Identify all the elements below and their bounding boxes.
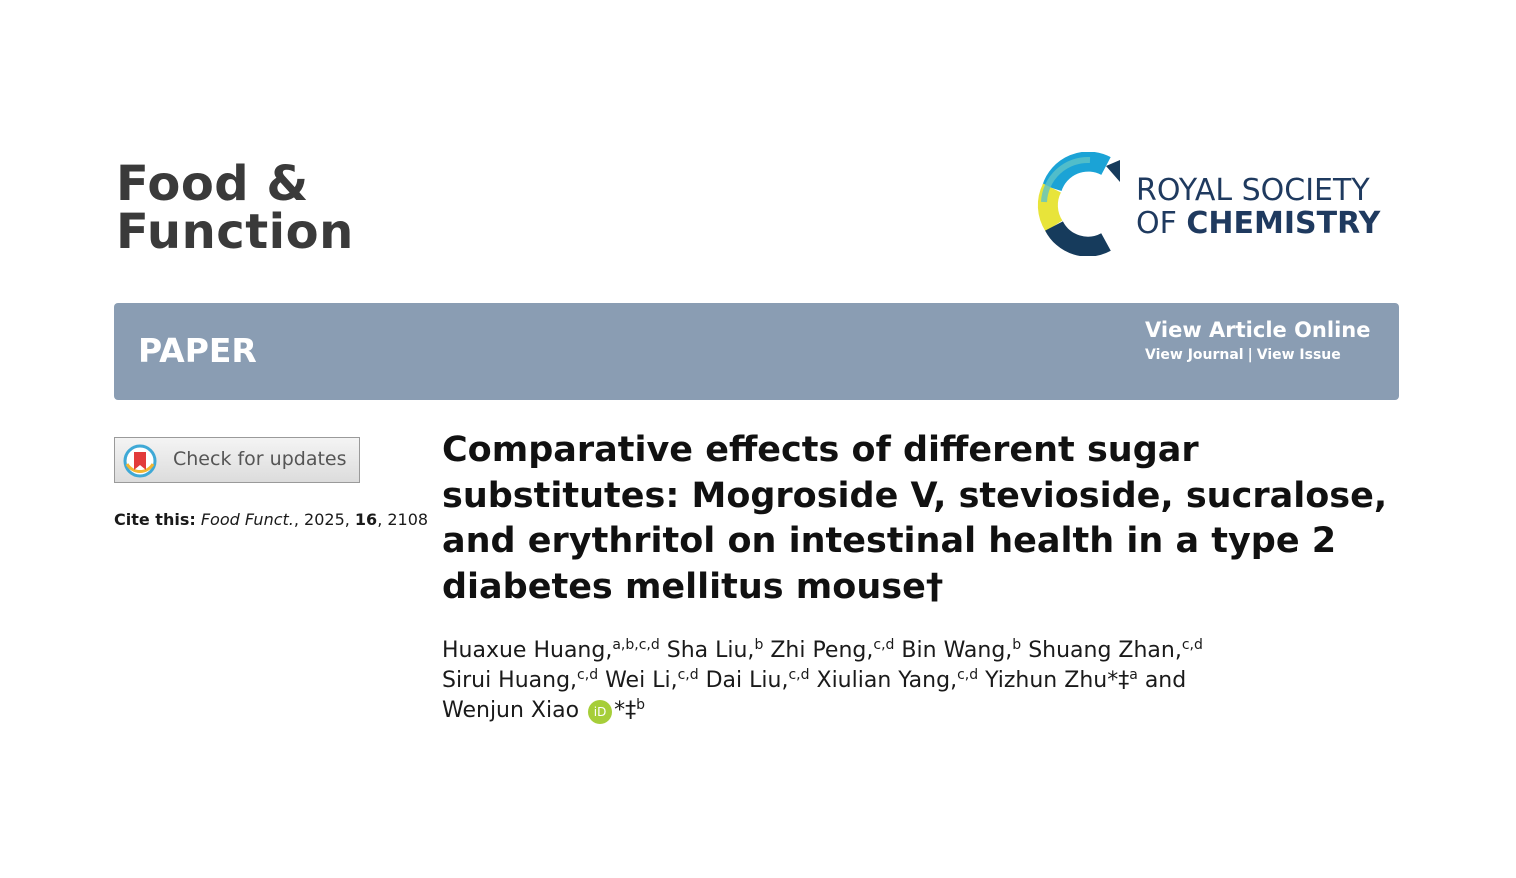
author-affiliation: b	[636, 697, 645, 713]
author-affiliation: c,d	[577, 667, 599, 683]
journal-title: Food & Function	[116, 160, 354, 256]
author-name: Shuang Zhan,	[1028, 638, 1182, 663]
author: Sha Liu,b	[667, 638, 764, 663]
rsc-logo-icon	[1037, 152, 1120, 256]
journal-title-line-1: Food &	[116, 156, 309, 212]
author: Huaxue Huang,a,b,c,d	[442, 638, 660, 663]
view-article-online-link[interactable]: View Article Online	[1145, 318, 1371, 342]
author-name: Huaxue Huang,	[442, 638, 613, 663]
author-name: Sha Liu,	[666, 638, 755, 663]
article-type-banner: PAPER View Article Online View Journal | V…	[114, 303, 1399, 400]
author-name: Zhi Peng,	[770, 638, 874, 663]
cite-page: , 2108	[377, 510, 429, 529]
author-name: Dai Liu,	[705, 668, 789, 693]
bookmark-icon	[123, 444, 157, 478]
journal-issue-links: View Journal | View Issue	[1145, 347, 1370, 363]
author-name: Wenjun Xiao	[442, 698, 580, 723]
cite-year: , 2025,	[293, 510, 355, 529]
author-name: Yizhun Zhu*‡	[985, 668, 1130, 693]
cite-volume: 16	[354, 510, 378, 529]
author-affiliation: b	[1012, 637, 1022, 653]
author-name: Wei Li,	[605, 668, 678, 693]
author: Xiulian Yang,c,d	[817, 668, 979, 693]
author-list: Huaxue Huang,a,b,c,d Sha Liu,b Zhi Peng,…	[442, 636, 1262, 726]
publisher-logo[interactable]: ROYAL SOCIETY OF CHEMISTRY	[1036, 152, 1400, 256]
view-issue-link[interactable]: View Issue	[1256, 347, 1341, 363]
author: Bin Wang,b	[901, 638, 1021, 663]
citation: Cite this: Food Funct., 2025, 16, 2108	[114, 510, 428, 529]
author-affiliation: c,d	[1181, 637, 1203, 653]
author: Wenjun Xiao iD *‡b	[442, 697, 645, 724]
author: Yizhun Zhu*‡a	[985, 668, 1138, 693]
author-name: Xiulian Yang,	[816, 668, 958, 693]
cite-label: Cite this:	[114, 510, 196, 529]
author: Wei Li,c,d	[605, 668, 699, 693]
author-marks: *‡	[614, 698, 637, 723]
publisher-name: ROYAL SOCIETY OF CHEMISTRY	[1136, 174, 1380, 240]
author: Zhi Peng,c,d	[770, 638, 894, 663]
author-affiliation: a	[1129, 667, 1138, 683]
article-links: View Article Online View Journal | View Is…	[1145, 318, 1370, 363]
author: and	[1145, 668, 1186, 693]
author-affiliation: c,d	[788, 667, 810, 683]
author-affiliation: b	[754, 637, 764, 653]
author-affiliation: c,d	[957, 667, 979, 683]
author-affiliation: a,b,c,d	[612, 637, 660, 653]
view-journal-link[interactable]: View Journal	[1145, 347, 1244, 363]
publisher-name-line-1: ROYAL SOCIETY	[1136, 173, 1370, 208]
article-title: Comparative effects of different sugar s…	[442, 430, 1388, 607]
author: Sirui Huang,c,d	[442, 668, 598, 693]
publisher-name-line-2: OF CHEMISTRY	[1136, 207, 1380, 240]
link-separator: |	[1247, 347, 1253, 363]
journal-title-line-2: Function	[116, 204, 354, 260]
author: Shuang Zhan,c,d	[1028, 638, 1203, 663]
author-name: and	[1144, 668, 1187, 693]
check-for-updates-button[interactable]: Check for updates	[114, 437, 360, 483]
author: Dai Liu,c,d	[706, 668, 810, 693]
author-affiliation: c,d	[873, 637, 895, 653]
author-name: Bin Wang,	[901, 638, 1013, 663]
author-name: Sirui Huang,	[442, 668, 578, 693]
publisher-name-bold: CHEMISTRY	[1186, 206, 1381, 241]
check-for-updates-label: Check for updates	[173, 448, 347, 470]
cite-journal: Food Funct.	[200, 510, 294, 529]
publisher-name-prefix: OF	[1136, 206, 1187, 241]
orcid-icon[interactable]: iD	[588, 700, 613, 724]
article-type-label: PAPER	[138, 331, 257, 370]
author-affiliation: c,d	[677, 667, 699, 683]
